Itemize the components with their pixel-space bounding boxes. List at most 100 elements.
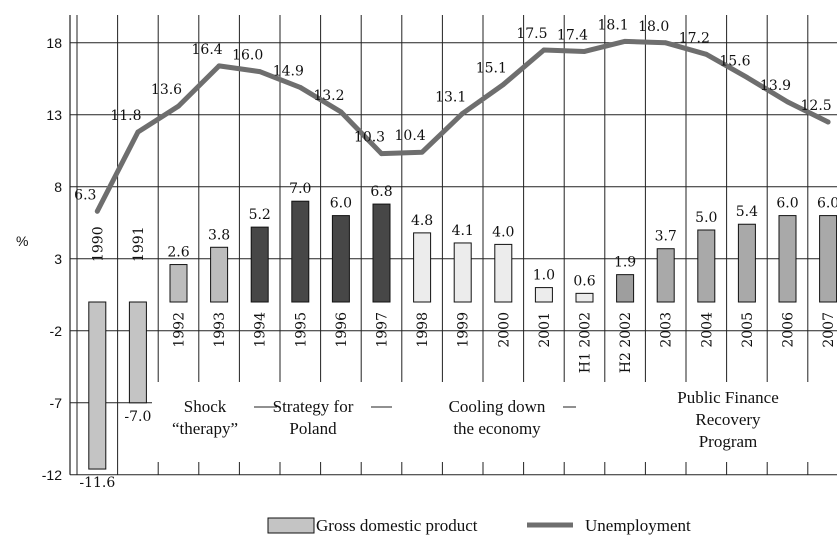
gdp-value-label: 6.0 — [776, 196, 798, 212]
x-category-label: 2003 — [659, 312, 675, 348]
x-category-label: 1991 — [131, 226, 147, 262]
period-label: Cooling down — [449, 397, 546, 416]
gdp-value-label: 6.0 — [817, 196, 837, 212]
x-category-label: 2005 — [740, 312, 756, 348]
x-category-label: 2006 — [781, 312, 797, 348]
unemployment-value-label: 13.2 — [313, 88, 344, 104]
x-category-label: H2 2002 — [618, 312, 634, 373]
x-category-label: 2000 — [496, 312, 512, 348]
gdp-bar — [453, 242, 472, 303]
gdp-value-label: 4.1 — [452, 223, 474, 239]
x-category-label: 1994 — [253, 312, 269, 348]
gdp-value-label: 1.9 — [614, 255, 636, 271]
gdp-value-label: 2.6 — [167, 245, 189, 261]
x-category-label: 1998 — [415, 312, 431, 348]
period-label: the economy — [453, 419, 541, 438]
legend: Gross domestic product Unemployment — [267, 516, 691, 535]
gdp-bar — [819, 215, 837, 303]
period-label: Public Finance — [677, 388, 779, 407]
gdp-value-label: 5.0 — [695, 210, 717, 226]
unemployment-layer — [94, 38, 831, 214]
gdp-value-label: 5.2 — [249, 207, 271, 223]
y-tick-label: -12 — [42, 467, 62, 483]
legend-gdp-label: Gross domestic product — [316, 516, 478, 535]
gdp-bar — [575, 292, 594, 303]
gdp-value-label: 3.8 — [208, 227, 230, 243]
unemployment-value-label: 12.5 — [801, 98, 832, 114]
gdp-bar — [413, 232, 432, 303]
legend-unemployment-label: Unemployment — [585, 516, 691, 535]
unemployment-value-label: 18.0 — [638, 19, 669, 35]
unemployment-point — [379, 151, 384, 157]
unemployment-point — [257, 69, 263, 74]
x-category-label: 2001 — [537, 312, 553, 348]
unemployment-value-label: 13.9 — [760, 78, 791, 94]
unemployment-point — [582, 49, 587, 54]
period-label: “therapy” — [172, 419, 238, 438]
period-label: Program — [699, 432, 758, 451]
gdp-bar — [331, 215, 350, 303]
gdp-value-label: 4.8 — [411, 213, 433, 229]
y-tick-label: -7 — [50, 395, 63, 411]
y-tick-label: 3 — [54, 251, 62, 267]
gdp-value-label: 1.0 — [533, 268, 555, 284]
unemployment-point — [622, 38, 628, 44]
unemployment-value-label: 15.6 — [719, 53, 750, 69]
unemployment-value-label: 13.1 — [435, 89, 466, 105]
unemployment-point — [785, 99, 790, 105]
unemployment-point — [135, 129, 141, 135]
unemployment-value-label: 15.1 — [476, 61, 507, 77]
x-category-label: 1995 — [293, 312, 309, 348]
gdp-value-label: 7.0 — [289, 181, 311, 197]
gdp-value-label: 0.6 — [573, 273, 595, 289]
period-label: Shock — [184, 397, 227, 416]
unemployment-point — [744, 74, 750, 80]
gdp-bar — [656, 248, 675, 303]
y-tick-label: -2 — [50, 323, 63, 339]
y-tick-label: 13 — [46, 107, 62, 123]
gdp-value-label: 5.4 — [736, 204, 758, 220]
unemployment-value-label: 13.6 — [151, 82, 182, 98]
legend-gdp-swatch — [267, 517, 315, 534]
gdp-bar — [778, 215, 797, 303]
y-tick-label: 18 — [46, 35, 62, 51]
gdp-bar — [737, 223, 756, 303]
unemployment-value-label: 17.5 — [516, 26, 547, 42]
unemployment-point — [825, 119, 831, 125]
unemployment-point — [338, 109, 344, 115]
x-category-label: 1993 — [212, 312, 228, 348]
labels-layer: -12 -7 -2 3 8 13 18 Shock “therapy” Strategy for P… — [42, 17, 837, 491]
gdp-bar — [372, 203, 391, 303]
y-tick-label: 8 — [54, 179, 62, 195]
gdp-bar — [88, 301, 107, 470]
gdp-value-label: 3.7 — [655, 229, 677, 245]
gdp-bar — [494, 243, 513, 303]
period-label: Recovery — [695, 410, 761, 429]
period-label: Poland — [289, 419, 337, 438]
unemployment-point — [460, 110, 466, 116]
gdp-value-label: -7.0 — [124, 409, 151, 425]
unemployment-point — [419, 149, 425, 155]
x-category-label: H1 2002 — [578, 312, 594, 373]
unemployment-value-label: 16.0 — [232, 48, 263, 64]
unemployment-value-label: 18.1 — [598, 17, 629, 33]
unemployment-value-label: 17.2 — [679, 30, 710, 46]
gdp-bar — [169, 264, 188, 303]
x-category-label: 1999 — [456, 312, 472, 348]
x-category-label: 1996 — [334, 312, 350, 348]
unemployment-value-label: 11.8 — [110, 108, 141, 124]
unemployment-point — [176, 103, 181, 109]
unemployment-point — [541, 47, 547, 53]
gdp-bar — [616, 274, 635, 303]
unemployment-point — [216, 63, 222, 69]
gdp-bar — [210, 246, 229, 303]
unemployment-point — [500, 82, 506, 87]
gdp-value-label: 6.0 — [330, 196, 352, 212]
unemployment-point — [94, 208, 100, 214]
bars-layer — [88, 200, 837, 470]
period-band-mask — [152, 382, 837, 462]
gdp-value-label: 4.0 — [492, 224, 514, 240]
x-category-label: 2004 — [699, 312, 715, 348]
period-label: Strategy for — [273, 397, 354, 416]
